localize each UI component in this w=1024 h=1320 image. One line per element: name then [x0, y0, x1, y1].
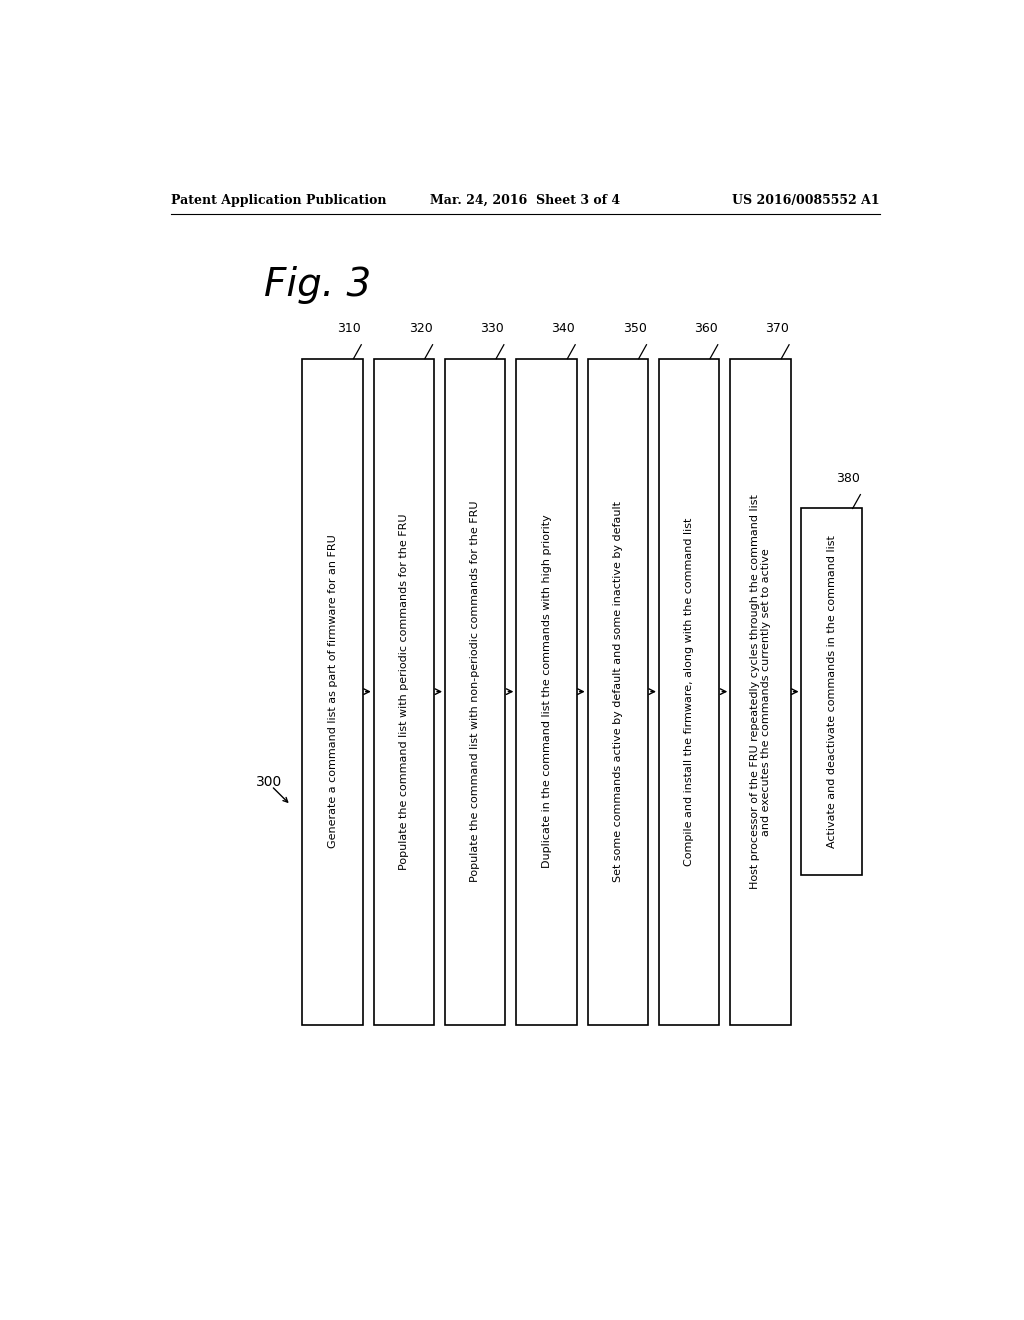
Bar [730, 359, 791, 1024]
Text: Populate the command list with periodic commands for the FRU: Populate the command list with periodic … [399, 513, 409, 870]
Text: 300: 300 [256, 775, 283, 789]
Text: 370: 370 [765, 322, 790, 335]
Bar [658, 359, 719, 1024]
Text: 380: 380 [837, 473, 860, 486]
Text: US 2016/0085552 A1: US 2016/0085552 A1 [732, 194, 880, 207]
Bar [302, 359, 362, 1024]
Text: Duplicate in the command list the commands with high priority: Duplicate in the command list the comman… [542, 515, 552, 869]
Bar [802, 508, 862, 875]
Bar [445, 359, 506, 1024]
Bar [374, 359, 434, 1024]
Text: 310: 310 [338, 322, 361, 335]
Text: 360: 360 [694, 322, 718, 335]
Text: Host processor of the FRU repeatedly cycles through the command list
and execute: Host processor of the FRU repeatedly cyc… [750, 494, 771, 890]
Text: Activate and deactivate commands in the command list: Activate and deactivate commands in the … [826, 535, 837, 847]
Text: 340: 340 [552, 322, 575, 335]
Bar [516, 359, 577, 1024]
Text: 320: 320 [409, 322, 432, 335]
Text: Mar. 24, 2016  Sheet 3 of 4: Mar. 24, 2016 Sheet 3 of 4 [430, 194, 620, 207]
Text: 330: 330 [480, 322, 504, 335]
Text: Set some commands active by default and some inactive by default: Set some commands active by default and … [612, 502, 623, 882]
Text: 350: 350 [623, 322, 646, 335]
Text: Generate a command list as part of firmware for an FRU: Generate a command list as part of firmw… [328, 535, 338, 849]
Text: Fig. 3: Fig. 3 [263, 267, 371, 305]
Bar [588, 359, 648, 1024]
Text: Compile and install the firmware, along with the command list: Compile and install the firmware, along … [684, 517, 694, 866]
Text: Patent Application Publication: Patent Application Publication [171, 194, 386, 207]
Text: Populate the command list with non-periodic commands for the FRU: Populate the command list with non-perio… [470, 500, 480, 882]
